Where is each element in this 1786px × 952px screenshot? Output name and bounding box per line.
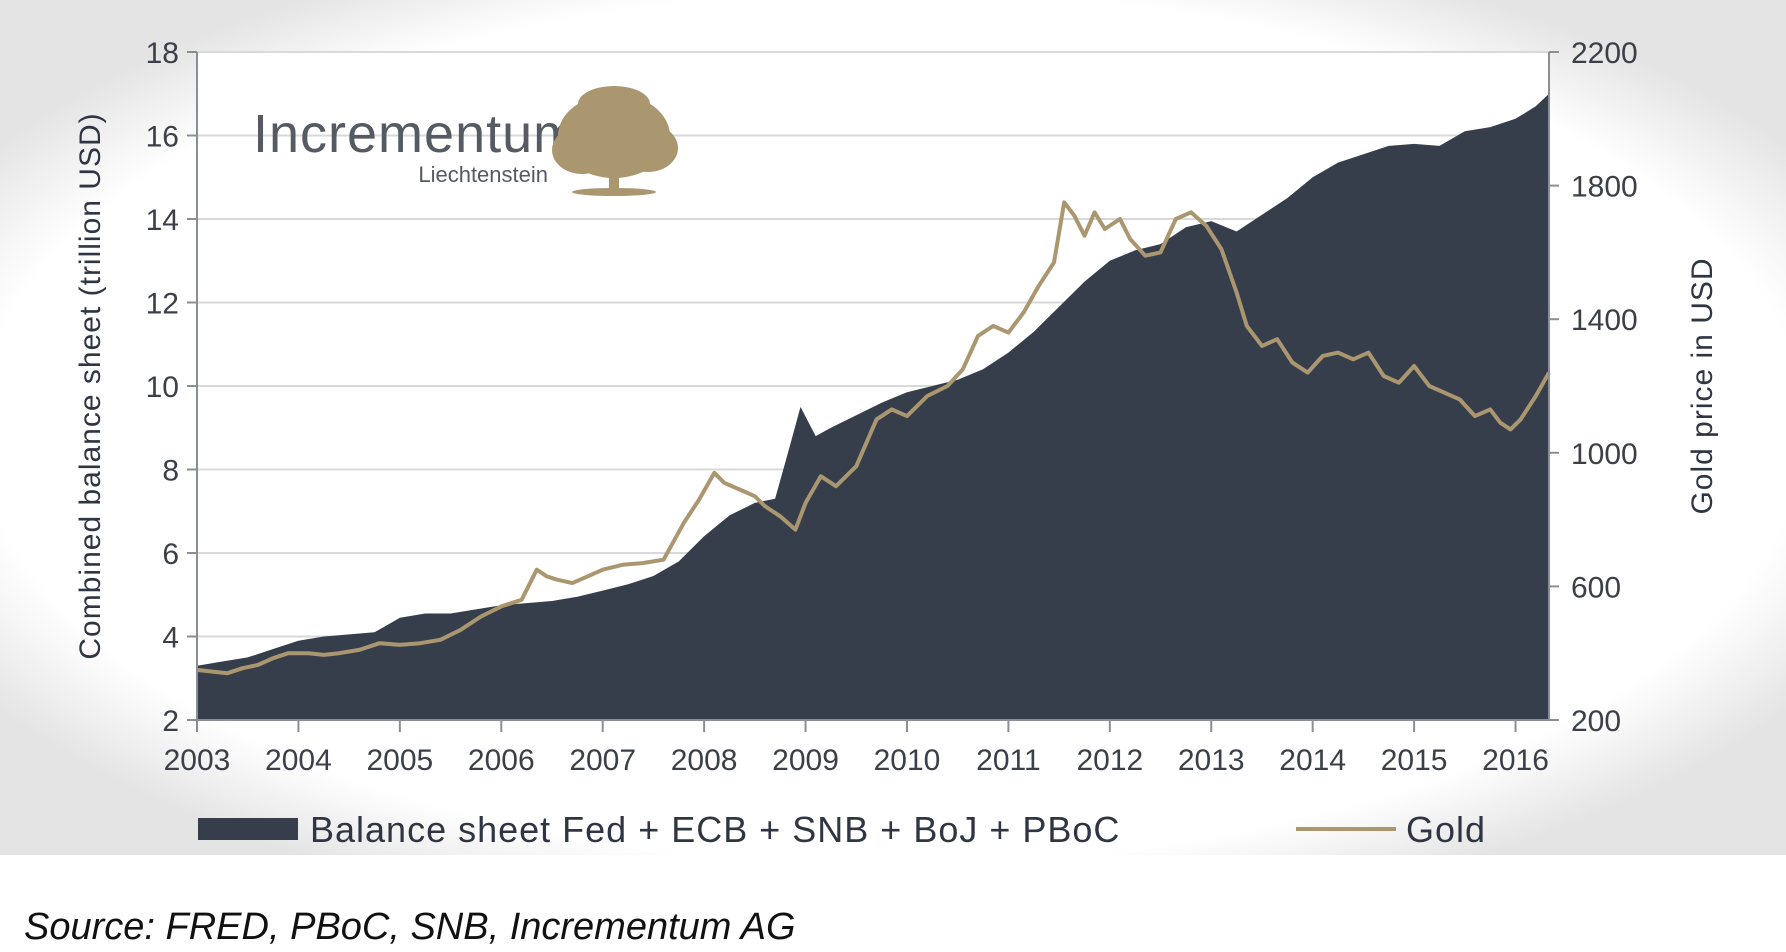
logo-subtitle: Liechtenstein [418, 162, 548, 187]
x-tick-label: 2005 [366, 744, 433, 777]
x-tick-label: 2009 [772, 744, 839, 777]
axes: 2 4 6 8 10 12 14 16 18 200 600 1000 1400 1800 2200 2003… [74, 37, 1719, 777]
gold-line-layer [196, 200, 1551, 676]
right-tick-label: 2200 [1571, 37, 1638, 70]
x-tick-label: 2006 [468, 744, 535, 777]
tree-icon [552, 86, 678, 196]
left-tick-label: 4 [162, 622, 179, 655]
left-tick-label: 12 [146, 288, 179, 321]
x-tick-label: 2010 [874, 744, 941, 777]
right-tick-label: 1400 [1571, 304, 1638, 337]
incrementum-logo: Incrementum Liechtenstein [253, 86, 678, 196]
balance-sheet-area-layer [197, 93, 1549, 721]
left-tick-label: 2 [162, 705, 179, 738]
right-axis-title: Gold price in USD [1686, 257, 1719, 514]
left-axis-title: Combined balance sheet (trillion USD) [74, 112, 107, 659]
x-tick-label: 2007 [569, 744, 636, 777]
right-tick-label: 1800 [1571, 171, 1638, 204]
legend-label-gold: Gold [1406, 809, 1486, 850]
right-tick-label: 1000 [1571, 438, 1638, 471]
x-tick-label: 2016 [1482, 744, 1549, 777]
x-tick-label: 2004 [265, 744, 332, 777]
left-tick-label: 14 [146, 204, 179, 237]
left-tick-label: 10 [146, 371, 179, 404]
source-note: Source: FRED, PBoC, SNB, Incrementum AG [24, 906, 796, 948]
legend-swatch-balance-sheet [198, 818, 298, 840]
x-tick-label: 2013 [1178, 744, 1245, 777]
right-tick-label: 600 [1571, 571, 1621, 604]
legend-label-balance-sheet: Balance sheet Fed + ECB + SNB + BoJ + PB… [310, 809, 1120, 850]
x-tick-label: 2011 [976, 744, 1041, 777]
balance-sheet-area [197, 93, 1549, 721]
left-tick-label: 16 [146, 121, 179, 154]
logo-name: Incrementum [253, 104, 579, 164]
left-tick-label: 8 [162, 455, 179, 488]
x-tick-label: 2015 [1381, 744, 1448, 777]
right-tick-label: 200 [1571, 705, 1621, 738]
legend: Balance sheet Fed + ECB + SNB + BoJ + PB… [198, 809, 1486, 850]
x-tick-label: 2008 [671, 744, 738, 777]
left-tick-label: 18 [146, 37, 179, 70]
x-tick-label: 2014 [1279, 744, 1346, 777]
left-tick-label: 6 [162, 538, 179, 571]
gold-line [196, 200, 1551, 676]
x-tick-label: 2012 [1076, 744, 1143, 777]
x-tick-label: 2003 [164, 744, 231, 777]
